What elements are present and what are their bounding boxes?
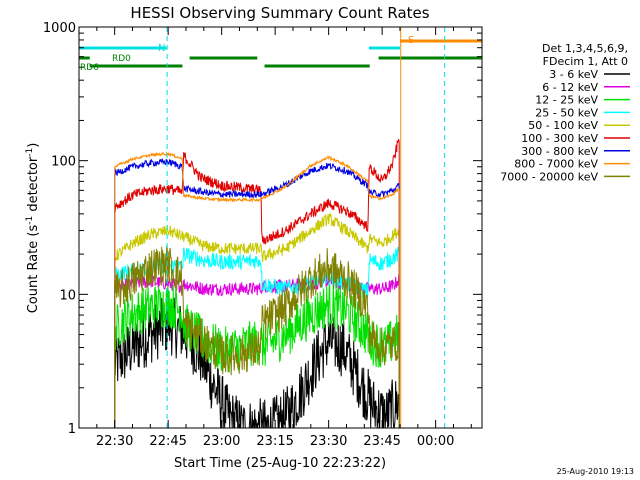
series-line <box>114 138 400 429</box>
footer-date: 25-Aug-2010 19:13 <box>557 467 634 476</box>
x-tick-label: 23:30 <box>310 434 347 449</box>
series-layer <box>114 138 400 429</box>
y-tick-label: 1000 <box>43 21 76 36</box>
y-tick-label: 100 <box>51 155 76 170</box>
legend-label: 25 - 50 keV <box>535 106 598 119</box>
bar-label-s: S <box>408 35 414 46</box>
attenuator-bars <box>79 39 482 68</box>
bar-label-rd0: RD0 <box>112 54 131 64</box>
legend-label: 7000 - 20000 keV <box>500 170 598 183</box>
y-axis-label: Count Rate (s-1 detector-1) <box>25 143 41 314</box>
y-tick-label: 1 <box>68 422 76 437</box>
series-800-7000-kev <box>114 150 400 429</box>
legend-label: 6 - 12 keV <box>542 81 598 94</box>
legend-label: 3 - 6 keV <box>549 68 598 81</box>
x-axis-ticks: 22:30 22:45 23:00 23:15 23:30 23:45 00:00 <box>78 27 472 449</box>
x-axis-label: Start Time (25-Aug-10 22:23:22) <box>174 456 386 471</box>
y-axis-label-exp1: -1 <box>25 216 35 225</box>
legend: Det 1,3,4,5,6,9, FDecim 1, Att 0 3 - 6 k… <box>500 42 630 183</box>
series-300-800-kev <box>114 157 400 429</box>
legend-label: 800 - 7000 keV <box>514 158 598 171</box>
x-tick-label: 23:45 <box>363 434 400 449</box>
x-tick-label: 23:00 <box>203 434 240 449</box>
x-tick-label: 23:15 <box>256 434 293 449</box>
bar-label-n: N <box>158 43 165 54</box>
x-tick-label: 22:30 <box>96 434 133 449</box>
legend-label: 300 - 800 keV <box>521 145 598 158</box>
y-tick-label: 10 <box>59 288 76 303</box>
plot-frame <box>78 26 483 429</box>
series-line <box>114 245 400 429</box>
y-axis-label-exp2: -1 <box>25 148 35 157</box>
series-line <box>114 157 400 429</box>
legend-label: 12 - 25 keV <box>535 94 598 107</box>
y-axis-label-end: ) <box>26 143 41 148</box>
bar-labels: N S RD0 RD6 <box>80 35 414 73</box>
y-axis-label-main: Count Rate (s <box>26 225 41 314</box>
bar-label-rd6: RD6 <box>80 63 99 73</box>
series-50-100-kev <box>114 212 400 429</box>
x-tick-label: 22:45 <box>149 434 186 449</box>
marker-lines <box>166 27 446 428</box>
series-line <box>114 150 400 429</box>
legend-header-2: FDecim 1, Att 0 <box>543 55 628 68</box>
y-axis-ticks: 1 10 100 1000 <box>43 21 482 437</box>
series-100-300-kev <box>114 138 400 429</box>
y-axis-label-mid: detector <box>26 156 41 216</box>
series-7000-20000-kev <box>114 245 400 429</box>
legend-label: 100 - 300 keV <box>521 132 598 145</box>
series-line <box>114 212 400 429</box>
legend-label: 50 - 100 keV <box>528 119 598 132</box>
chart-title: HESSI Observing Summary Count Rates <box>130 4 429 22</box>
x-tick-label: 00:00 <box>417 434 454 449</box>
legend-header-1: Det 1,3,4,5,6,9, <box>542 42 628 55</box>
